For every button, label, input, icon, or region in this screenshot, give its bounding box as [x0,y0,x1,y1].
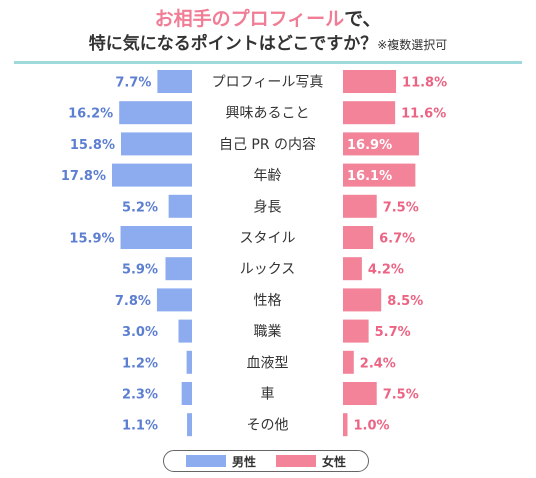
bar-female [343,195,377,218]
value-label-male: 5.9% [122,263,158,278]
category-label: 身長 [254,199,282,215]
bar-female [343,320,369,343]
bar-male [187,351,192,374]
bar-male [112,164,192,187]
bar-female [343,382,377,405]
value-label-female: 16.1% [347,169,392,184]
legend: 男性 女性 [163,450,369,472]
value-label-male: 16.2% [68,107,113,122]
value-label-female: 16.9% [347,138,392,153]
value-label-female: 6.7% [379,232,415,247]
category-label: 自己 PR の内容 [219,136,316,153]
bar-male [165,257,192,280]
value-label-male: 15.8% [70,138,115,153]
category-label: スタイル [240,231,296,247]
value-label-male: 5.2% [122,200,158,215]
value-label-female: 11.6% [401,107,446,122]
value-label-male: 17.8% [61,169,106,184]
value-label-male: 15.9% [69,232,114,247]
bar-female [343,226,373,249]
bar-female [343,413,347,436]
value-label-male: 2.3% [122,388,158,403]
category-label: プロフィール写真 [212,75,324,91]
value-label-male: 7.7% [115,76,151,91]
category-label: その他 [247,418,289,434]
category-label: ルックス [240,262,296,278]
value-label-female: 11.8% [402,76,447,91]
bar-female [343,70,396,93]
value-label-female: 7.5% [383,200,419,215]
bar-female [343,257,362,280]
bar-male [157,288,192,311]
category-label: 職業 [254,324,282,340]
legend-item-female: 女性 [276,453,346,470]
bar-female [343,288,381,311]
value-label-female: 1.0% [353,419,389,434]
category-label: 年齢 [254,168,282,184]
value-label-male: 7.8% [115,294,151,309]
value-label-female: 7.5% [383,388,419,403]
value-label-male: 3.0% [122,325,158,340]
category-label: 性格 [254,293,282,309]
bar-male [121,132,192,155]
category-label: 興味あること [226,106,310,122]
legend-item-male: 男性 [186,453,256,470]
bar-male [179,320,192,343]
legend-label-male: 男性 [232,453,256,470]
value-label-male: 1.2% [122,356,158,371]
bar-female [343,101,395,124]
value-label-female: 5.7% [375,325,411,340]
value-label-male: 1.1% [122,419,158,434]
value-label-female: 8.5% [387,294,423,309]
category-label: 車 [261,386,275,403]
bar-male [157,70,192,93]
value-label-female: 2.4% [360,356,396,371]
bar-male [182,382,192,405]
legend-label-female: 女性 [322,453,346,470]
legend-swatch-male [186,455,226,467]
bar-female [343,351,354,374]
value-label-female: 4.2% [368,263,404,278]
category-label: 血液型 [247,355,289,371]
bar-male [121,226,192,249]
bar-male [119,101,192,124]
legend-swatch-female [276,455,316,467]
bar-male [187,413,192,436]
bar-male [169,195,192,218]
